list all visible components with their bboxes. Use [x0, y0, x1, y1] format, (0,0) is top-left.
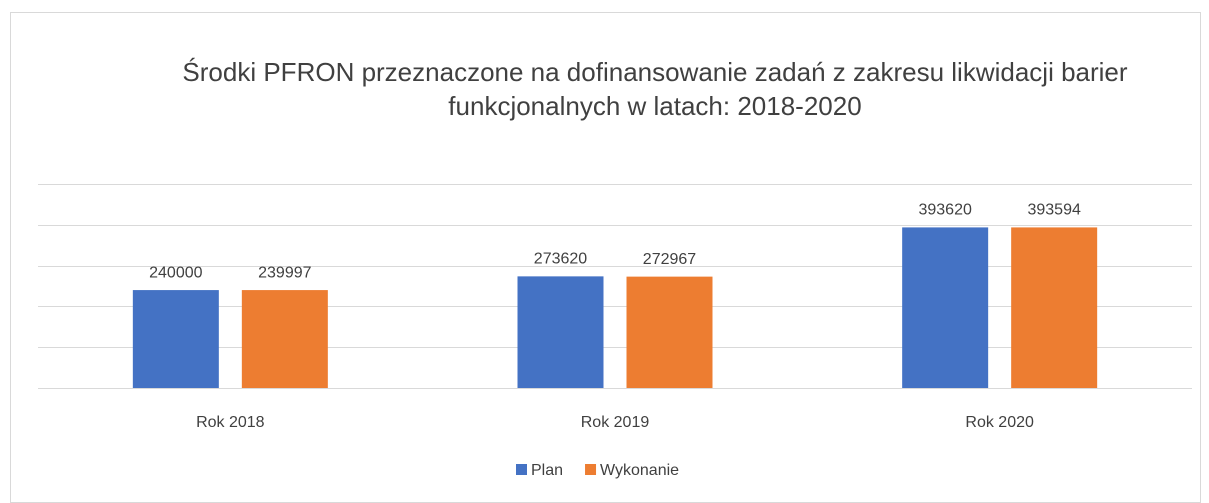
bar — [241, 290, 328, 388]
legend-label: Wykonanie — [600, 462, 679, 479]
bar — [132, 290, 219, 388]
bar — [626, 276, 713, 388]
data-label: 240000 — [149, 264, 202, 281]
data-label: 272967 — [643, 251, 696, 268]
x-tick-label: Rok 2018 — [196, 414, 265, 431]
x-tick-label: Rok 2019 — [581, 414, 650, 431]
bar — [902, 227, 989, 388]
data-label: 393620 — [918, 202, 971, 219]
bar — [1011, 227, 1098, 388]
bar — [517, 276, 604, 388]
chart-title: Środki PFRON przeznaczone na dofinansowa… — [182, 57, 1128, 121]
legend-swatch — [516, 464, 527, 475]
data-label: 239997 — [258, 264, 311, 281]
legend-label: Plan — [531, 462, 563, 479]
data-label: 393594 — [1027, 202, 1080, 219]
x-tick-label: Rok 2020 — [965, 414, 1034, 431]
data-label: 273620 — [534, 251, 587, 268]
legend-swatch — [585, 464, 597, 475]
